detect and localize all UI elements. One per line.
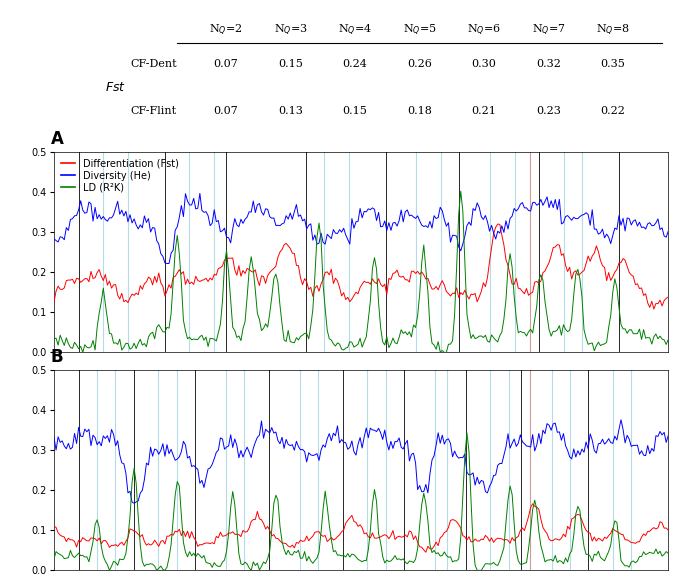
LD (R²K) <box>50 336 58 343</box>
Text: N$_Q$=6: N$_Q$=6 <box>467 23 501 38</box>
Diversity (He) <box>50 235 58 242</box>
Text: N$_Q$=2: N$_Q$=2 <box>209 23 243 38</box>
Line: Diversity (He): Diversity (He) <box>54 193 668 264</box>
Differentiation (Fst) <box>50 299 58 306</box>
Text: N$_Q$=8: N$_Q$=8 <box>596 23 630 38</box>
LD (R²K) <box>572 271 580 278</box>
Text: 0.15: 0.15 <box>278 59 303 69</box>
LD (R²K) <box>457 188 465 195</box>
Text: 0.13: 0.13 <box>278 106 303 116</box>
Text: 0.24: 0.24 <box>342 59 367 69</box>
Text: 0.30: 0.30 <box>472 59 496 69</box>
LD (R²K) <box>428 340 436 347</box>
Text: CF-Dent: CF-Dent <box>130 59 177 69</box>
Text: 0.07: 0.07 <box>213 59 238 69</box>
Diversity (He) <box>420 223 428 230</box>
LD (R²K) <box>416 290 424 297</box>
LD (R²K) <box>79 349 87 356</box>
Text: 0.15: 0.15 <box>342 106 367 116</box>
Differentiation (Fst) <box>52 288 60 294</box>
Line: LD (R²K): LD (R²K) <box>54 191 668 353</box>
Differentiation (Fst) <box>650 306 658 313</box>
Text: $\mathit{Fst}$: $\mathit{Fst}$ <box>105 81 126 94</box>
Differentiation (Fst) <box>570 269 578 276</box>
Text: N$_Q$=5: N$_Q$=5 <box>402 23 437 38</box>
Differentiation (Fst) <box>493 221 502 228</box>
Diversity (He) <box>196 190 204 197</box>
Text: B: B <box>51 347 63 365</box>
Text: CF-Flint: CF-Flint <box>131 106 177 116</box>
LD (R²K) <box>52 335 60 342</box>
Text: 0.32: 0.32 <box>536 59 561 69</box>
Line: Differentiation (Fst): Differentiation (Fst) <box>54 224 668 309</box>
Text: 0.21: 0.21 <box>472 106 496 116</box>
Text: N$_Q$=4: N$_Q$=4 <box>338 23 372 38</box>
Differentiation (Fst) <box>414 268 422 275</box>
Diversity (He) <box>430 212 438 219</box>
Differentiation (Fst) <box>416 271 424 278</box>
Text: 0.26: 0.26 <box>407 59 432 69</box>
Diversity (He) <box>611 225 619 232</box>
LD (R²K) <box>611 275 619 282</box>
Text: N$_Q$=7: N$_Q$=7 <box>532 23 566 38</box>
Text: 0.18: 0.18 <box>407 106 432 116</box>
Text: 0.35: 0.35 <box>601 59 626 69</box>
Diversity (He) <box>163 260 171 267</box>
Legend: Differentiation (Fst), Diversity (He), LD (R²K): Differentiation (Fst), Diversity (He), L… <box>59 157 181 194</box>
Diversity (He) <box>52 237 60 244</box>
Differentiation (Fst) <box>609 273 617 280</box>
Text: 0.23: 0.23 <box>536 106 561 116</box>
Diversity (He) <box>418 222 426 229</box>
Text: A: A <box>51 130 64 148</box>
Differentiation (Fst) <box>426 281 434 288</box>
Diversity (He) <box>572 215 580 222</box>
Text: 0.07: 0.07 <box>213 106 238 116</box>
Text: 0.22: 0.22 <box>601 106 626 116</box>
LD (R²K) <box>418 260 426 267</box>
LD (R²K) <box>664 336 672 343</box>
Text: N$_Q$=3: N$_Q$=3 <box>273 23 307 38</box>
Differentiation (Fst) <box>664 293 672 300</box>
Diversity (He) <box>664 228 672 235</box>
